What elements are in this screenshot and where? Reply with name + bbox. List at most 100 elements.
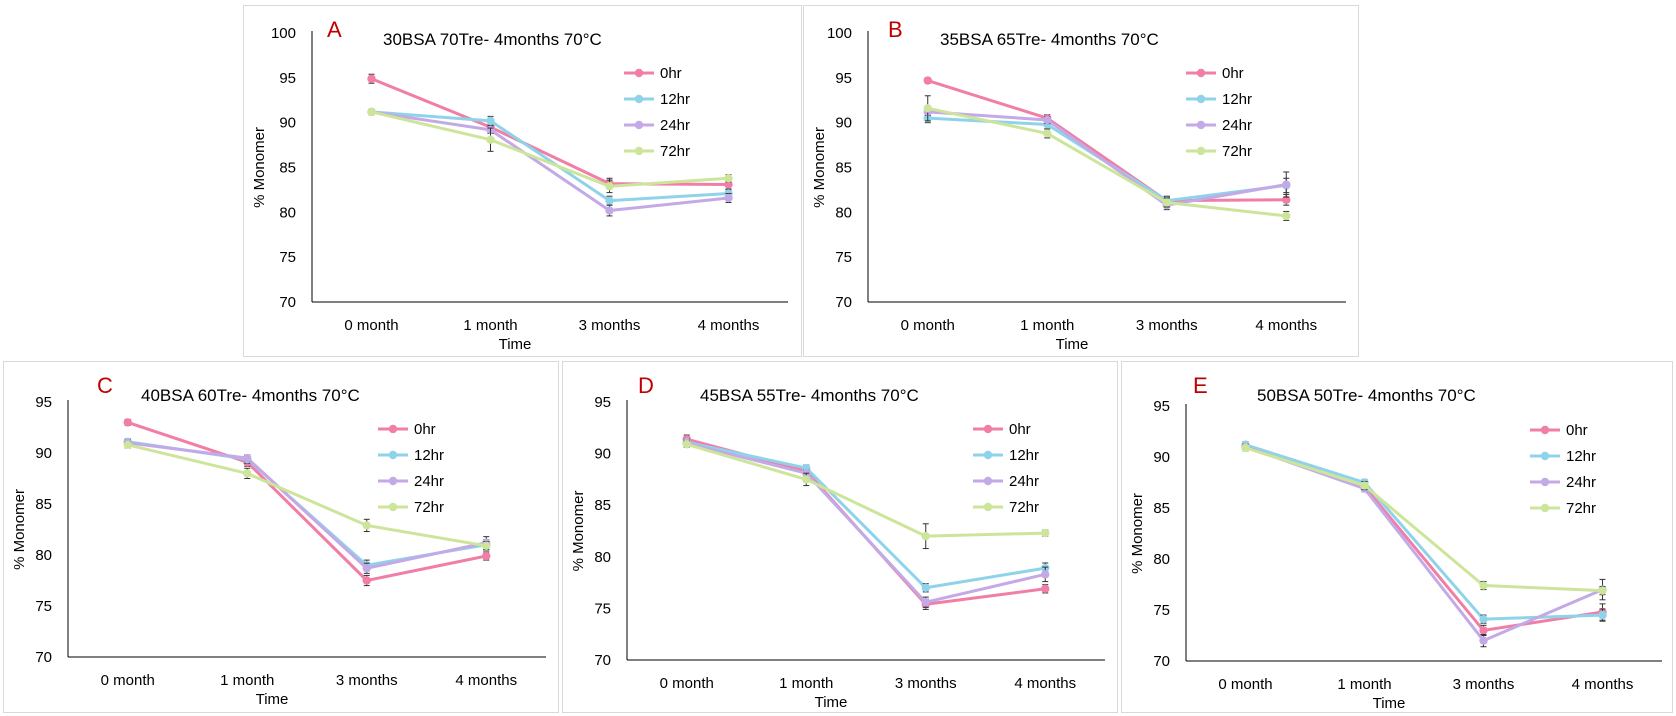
- legend-label-b-0hr: 0hr: [1222, 65, 1244, 82]
- data-point-e-12hr: [1598, 610, 1607, 620]
- data-point-d-72hr: [1041, 528, 1050, 538]
- legend-marker-b-12hr: [1196, 94, 1206, 104]
- legend-marker-c-0hr: [388, 424, 398, 434]
- legend-label-a-24hr: 24hr: [660, 117, 690, 134]
- x-tick-label-d: 4 months: [1014, 675, 1076, 692]
- data-point-d-0hr: [1041, 584, 1050, 593]
- series-line-e-12hr: [1245, 443, 1603, 621]
- y-tick-label-e: 75: [1153, 602, 1170, 619]
- y-tick-label-d: 80: [594, 549, 611, 566]
- y-tick-label-a: 100: [271, 25, 296, 42]
- data-point-a-24hr: [605, 206, 614, 215]
- y-axis-title-c: % Monomer: [11, 489, 28, 570]
- y-tick-label-b: 75: [835, 249, 852, 266]
- y-tick-label-e: 70: [1153, 653, 1170, 670]
- data-point-a-72hr: [367, 107, 376, 117]
- x-tick-label-d: 3 months: [895, 675, 957, 692]
- series-line-d-72hr: [686, 442, 1046, 538]
- x-tick-label-b: 0 month: [901, 317, 955, 334]
- x-tick-label-d: 1 month: [779, 675, 833, 692]
- y-tick-label-b: 95: [835, 70, 852, 87]
- series-line-c-0hr: [127, 420, 487, 582]
- legend-marker-b-24hr: [1196, 120, 1206, 130]
- panel-letter-b: B: [888, 17, 903, 42]
- x-tick-label-b: 1 month: [1020, 317, 1074, 334]
- chart-panel-c: [3, 361, 559, 713]
- y-axis-title-d: % Monomer: [570, 491, 587, 572]
- data-point-a-0hr: [367, 74, 376, 83]
- data-point-d-12hr: [921, 583, 930, 592]
- series-line-b-0hr: [927, 79, 1287, 203]
- data-point-d-24hr: [1041, 570, 1050, 579]
- legend-marker-d-72hr: [983, 502, 993, 512]
- legend-marker-b-0hr: [1196, 68, 1206, 78]
- y-tick-label-e: 90: [1153, 449, 1170, 466]
- data-point-d-72hr: [682, 440, 691, 449]
- series-line-a-24hr: [371, 110, 729, 213]
- x-tick-label-a: 1 month: [463, 317, 517, 334]
- panel-letter-d: D: [638, 373, 654, 398]
- data-point-b-72hr: [923, 104, 932, 113]
- y-tick-label-b: 70: [835, 294, 852, 311]
- series-line-c-24hr: [127, 441, 487, 570]
- chart-title-c: 40BSA 60Tre- 4months 70°C: [141, 386, 360, 405]
- x-axis-title-b: Time: [1056, 336, 1089, 353]
- x-tick-label-a: 4 months: [698, 317, 760, 334]
- data-point-d-72hr: [802, 475, 811, 484]
- legend-marker-b-72hr: [1196, 146, 1206, 156]
- panel-letter-c: C: [97, 373, 113, 398]
- y-tick-label-b: 85: [835, 160, 852, 177]
- data-point-a-72hr: [486, 135, 495, 144]
- legend-marker-a-24hr: [634, 120, 644, 130]
- series-line-d-0hr: [686, 437, 1046, 606]
- data-point-c-72hr: [482, 541, 491, 551]
- series-line-b-24hr: [927, 110, 1287, 207]
- legend-marker-e-24hr: [1540, 477, 1550, 487]
- legend-marker-a-12hr: [634, 94, 644, 104]
- chart-panel-b: [803, 5, 1359, 357]
- y-tick-label-c: 95: [35, 394, 52, 411]
- data-point-b-0hr: [923, 76, 932, 85]
- y-tick-label-d: 75: [594, 600, 611, 617]
- x-tick-label-a: 3 months: [579, 317, 641, 334]
- x-axis-title-d: Time: [815, 694, 848, 711]
- legend-marker-a-0hr: [634, 68, 644, 78]
- data-point-c-72hr: [123, 440, 132, 450]
- data-point-e-72hr: [1360, 481, 1369, 490]
- y-tick-label-e: 95: [1153, 398, 1170, 415]
- legend-marker-c-72hr: [388, 502, 398, 512]
- y-tick-label-d: 95: [594, 394, 611, 411]
- series-line-d-12hr: [686, 440, 1046, 590]
- y-tick-label-d: 70: [594, 652, 611, 669]
- y-tick-label-d: 90: [594, 446, 611, 463]
- data-point-a-12hr: [605, 196, 614, 205]
- data-point-b-24hr: [1282, 180, 1291, 189]
- data-point-b-72hr: [1162, 198, 1171, 207]
- y-tick-label-a: 85: [279, 160, 296, 177]
- legend-label-d-12hr: 12hr: [1009, 447, 1039, 464]
- series-line-c-72hr: [127, 443, 487, 548]
- x-tick-label-e: 3 months: [1453, 676, 1515, 693]
- data-point-e-72hr: [1241, 443, 1250, 453]
- x-tick-label-c: 0 month: [101, 672, 155, 689]
- x-tick-label-b: 4 months: [1255, 317, 1317, 334]
- legend-label-d-0hr: 0hr: [1009, 421, 1031, 438]
- x-axis-title-c: Time: [256, 691, 289, 708]
- legend-marker-e-72hr: [1540, 503, 1550, 513]
- series-line-a-0hr: [370, 77, 729, 187]
- data-point-a-12hr: [486, 116, 495, 126]
- series-line-e-24hr: [1245, 445, 1604, 643]
- x-tick-label-e: 1 month: [1337, 676, 1391, 693]
- data-point-e-24hr: [1479, 636, 1488, 645]
- legend-label-d-72hr: 72hr: [1009, 499, 1039, 516]
- legend-marker-d-24hr: [983, 476, 993, 486]
- y-tick-label-a: 90: [279, 115, 296, 132]
- data-point-d-72hr: [921, 531, 930, 541]
- x-axis-title-a: Time: [499, 336, 532, 353]
- chart-panel-e: [1121, 361, 1673, 713]
- legend-label-e-12hr: 12hr: [1566, 448, 1596, 465]
- x-tick-label-b: 3 months: [1136, 317, 1198, 334]
- legend-label-a-72hr: 72hr: [660, 143, 690, 160]
- legend-label-e-0hr: 0hr: [1566, 422, 1588, 439]
- chart-panel-d: [562, 361, 1118, 713]
